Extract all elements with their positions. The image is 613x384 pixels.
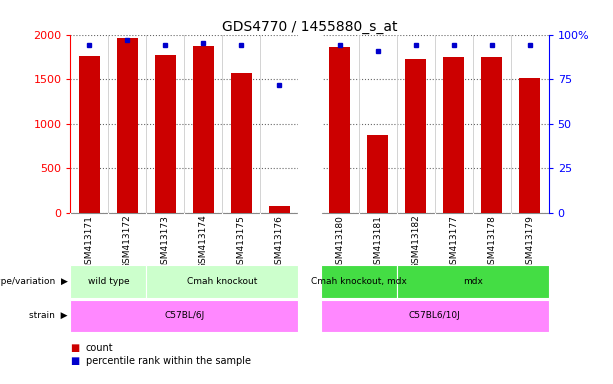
Text: GSM413174: GSM413174 (199, 215, 208, 270)
Bar (147, 265, 298, 298)
Bar (397, 265, 549, 298)
Text: ■: ■ (70, 356, 80, 366)
Text: GSM413180: GSM413180 (335, 215, 345, 270)
Bar (298, 213, 321, 265)
Text: GSM413173: GSM413173 (161, 215, 170, 270)
Text: count: count (86, 343, 113, 353)
Text: GSM413175: GSM413175 (237, 215, 246, 270)
Text: genotype/variation  ▶: genotype/variation ▶ (0, 277, 67, 286)
Text: mdx: mdx (463, 277, 482, 286)
Text: GSM413182: GSM413182 (411, 215, 421, 270)
Bar (155, 55, 176, 213)
Bar (298, 35, 321, 213)
Text: Cmah knockout: Cmah knockout (187, 277, 257, 286)
Bar (298, 300, 321, 332)
Text: GSM413177: GSM413177 (449, 215, 459, 270)
Text: percentile rank within the sample: percentile rank within the sample (86, 356, 251, 366)
Bar (268, 206, 289, 213)
Text: GSM413171: GSM413171 (85, 215, 94, 270)
Text: GSM413181: GSM413181 (373, 215, 383, 270)
Text: wild type: wild type (88, 277, 129, 286)
Bar (367, 134, 388, 213)
Text: GSM413172: GSM413172 (123, 215, 132, 270)
Text: Cmah knockout, mdx: Cmah knockout, mdx (311, 277, 407, 286)
Text: ■: ■ (70, 343, 80, 353)
Bar (321, 265, 397, 298)
Bar (481, 57, 502, 213)
Bar (231, 73, 252, 213)
Bar (193, 46, 214, 213)
Bar (405, 59, 426, 213)
Bar (519, 78, 540, 213)
Bar (70, 300, 298, 332)
Text: GSM413179: GSM413179 (525, 215, 534, 270)
Bar (117, 38, 138, 213)
Text: C57BL/6J: C57BL/6J (164, 311, 205, 320)
Bar (443, 57, 464, 213)
Bar (79, 56, 100, 213)
Title: GDS4770 / 1455880_s_at: GDS4770 / 1455880_s_at (222, 20, 397, 33)
Bar (321, 300, 549, 332)
Text: GSM413178: GSM413178 (487, 215, 496, 270)
Bar (70, 265, 147, 298)
Bar (330, 47, 351, 213)
Bar (298, 265, 321, 298)
Text: C57BL6/10J: C57BL6/10J (409, 311, 460, 320)
Text: GSM413176: GSM413176 (275, 215, 284, 270)
Text: strain  ▶: strain ▶ (29, 311, 67, 320)
